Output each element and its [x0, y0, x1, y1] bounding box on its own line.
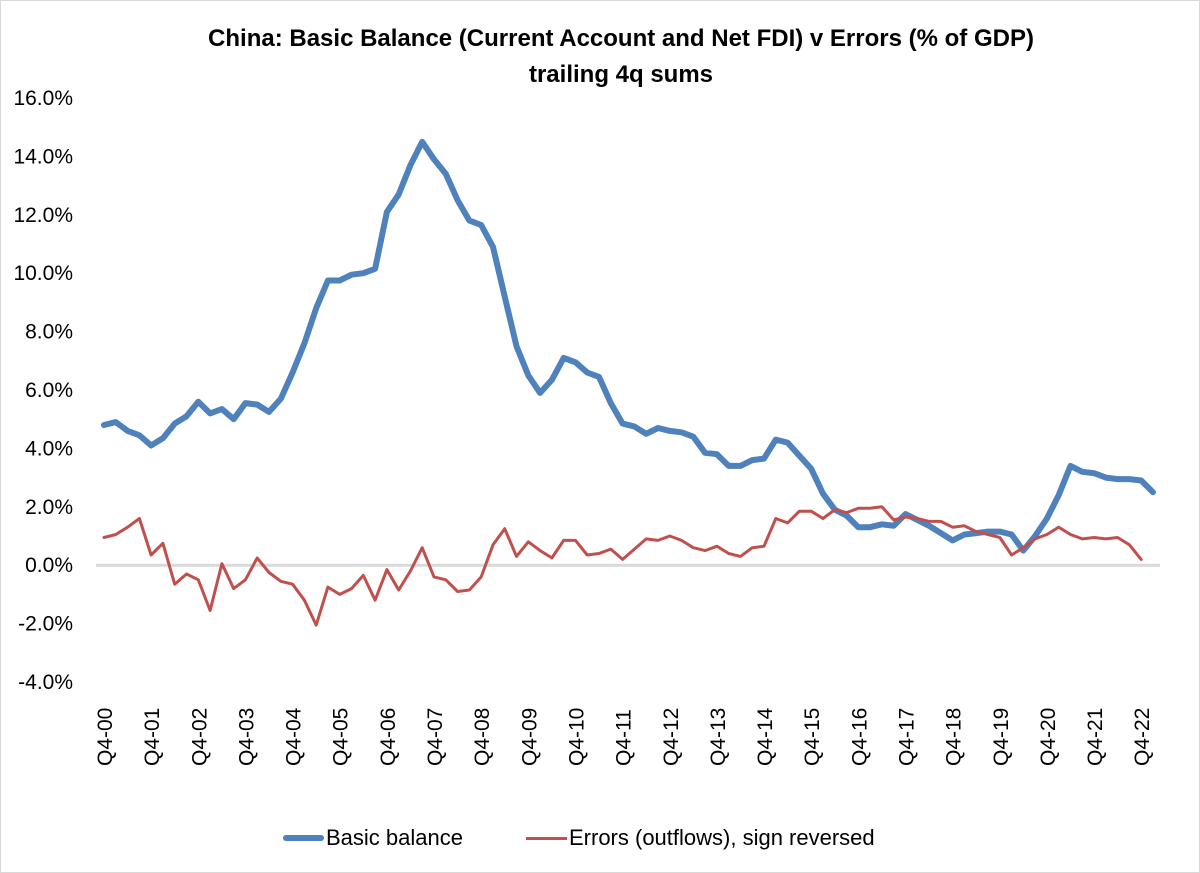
y-tick-label: 0.0%: [25, 554, 73, 577]
x-tick-label: Q4-17: [895, 708, 918, 766]
x-tick-label: Q4-18: [943, 708, 966, 766]
x-tick-label: Q4-00: [94, 708, 117, 766]
x-tick-label: Q4-05: [330, 708, 353, 766]
x-tick-label: Q4-16: [848, 708, 871, 766]
legend-swatch-errors: [526, 836, 567, 840]
legend-label-basic-balance: Basic balance: [326, 825, 463, 850]
x-tick-label: Q4-21: [1084, 708, 1107, 766]
y-tick-label: -2.0%: [18, 613, 73, 636]
y-tick-label: 16.0%: [13, 87, 73, 110]
x-tick-label: Q4-09: [518, 708, 541, 766]
x-tick-label: Q4-07: [424, 708, 447, 766]
legend-swatch-basic-balance: [283, 835, 324, 841]
chart-subtitle: trailing 4q sums: [528, 61, 714, 88]
x-tick-label: Q4-01: [141, 708, 164, 766]
chart-title: China: Basic Balance (Current Account an…: [208, 25, 1034, 52]
legend-item-errors: Errors (outflows), sign reversed: [526, 822, 875, 854]
y-tick-label: 10.0%: [13, 262, 73, 285]
x-tick-label: Q4-02: [188, 708, 211, 766]
y-tick-label: 2.0%: [25, 496, 73, 519]
legend-item-basic-balance: Basic balance: [283, 822, 463, 854]
x-tick-label: Q4-11: [613, 709, 636, 766]
y-tick-label: 12.0%: [13, 204, 73, 227]
legend-label-errors: Errors (outflows), sign reversed: [569, 825, 875, 850]
x-tick-label: Q4-12: [660, 708, 683, 766]
x-tick-label: Q4-19: [990, 708, 1013, 766]
x-tick-label: Q4-03: [235, 708, 258, 766]
y-tick-label: -4.0%: [18, 671, 73, 694]
series-line-basic-balance: [101, 138, 1156, 554]
series-line-errors: [102, 505, 1143, 627]
y-tick-label: 6.0%: [25, 379, 73, 402]
x-tick-label: Q4-14: [754, 707, 777, 766]
x-tick-label: Q4-15: [801, 708, 824, 766]
y-tick-label: 4.0%: [25, 437, 73, 460]
y-tick-label: 8.0%: [25, 321, 73, 344]
y-tick-label: 14.0%: [13, 145, 73, 168]
x-tick-label: Q4-08: [471, 708, 494, 766]
x-tick-label: Q4-06: [377, 708, 400, 766]
x-tick-label: Q4-10: [565, 708, 588, 766]
legend: Basic balance Errors (outflows), sign re…: [0, 822, 1200, 854]
x-tick-label: Q4-13: [707, 708, 730, 766]
x-tick-label: Q4-20: [1037, 708, 1060, 766]
x-tick-label: Q4-04: [283, 707, 306, 766]
x-tick-label: Q4-22: [1131, 708, 1154, 766]
